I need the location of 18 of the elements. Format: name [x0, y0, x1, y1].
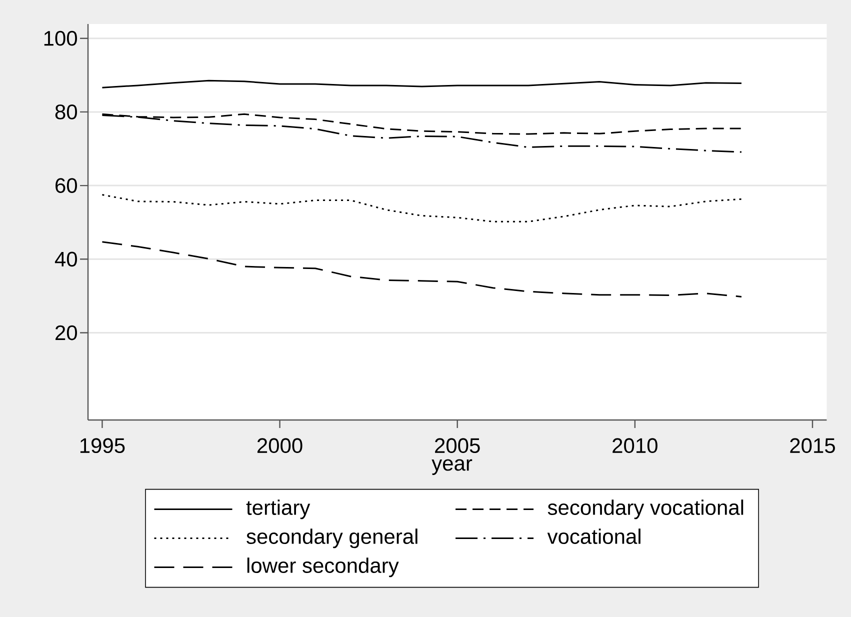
- x-tick-label: 2000: [257, 438, 302, 454]
- line-series: [101, 194, 742, 222]
- y-tick-label: 20: [56, 325, 77, 340]
- x-axis-title: year: [432, 459, 472, 475]
- y-tick-label: 100: [44, 30, 77, 46]
- x-tick-label: 2005: [435, 438, 480, 454]
- y-tick-label: 40: [54, 252, 77, 267]
- y-tick-label: 80: [55, 104, 77, 120]
- x-tick-label: 1995: [80, 438, 125, 454]
- line-series: [101, 241, 742, 298]
- y-tick-label: 60: [56, 178, 77, 193]
- legend-label: tertiary: [246, 500, 310, 520]
- legend-label: lower secondary: [247, 558, 399, 578]
- legend-label: secondary general: [246, 528, 418, 548]
- legend-label: vocational: [547, 528, 640, 544]
- x-tick-label: 2010: [612, 438, 658, 454]
- x-tick-label: 2015: [790, 438, 835, 454]
- legend-label: secondary vocational: [548, 500, 744, 520]
